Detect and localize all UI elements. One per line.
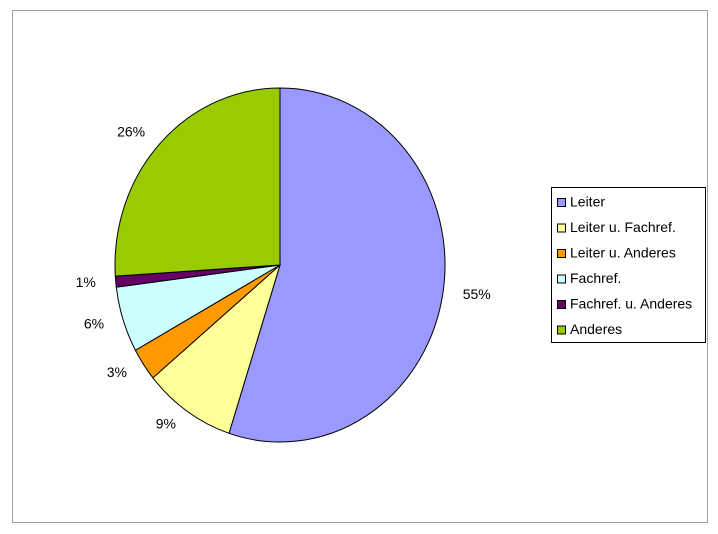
- data-label: 55%: [463, 286, 491, 302]
- legend-swatch: [557, 249, 566, 258]
- legend-label: Leiter u. Anderes: [570, 245, 676, 261]
- legend-swatch: [557, 300, 566, 309]
- legend-label: Fachref.: [570, 270, 621, 286]
- legend-swatch: [557, 325, 566, 335]
- pie-slice: [228, 87, 446, 443]
- pie-slice: [152, 263, 281, 434]
- legend-label: Anderes: [570, 321, 622, 337]
- data-label: 1%: [76, 274, 96, 290]
- legend-box: [551, 187, 706, 343]
- legend-swatch: [557, 223, 566, 233]
- pie-slice: [114, 87, 281, 277]
- legend-swatch: [557, 274, 566, 284]
- legend-label: Leiter: [570, 194, 605, 210]
- data-label: 26%: [117, 124, 145, 140]
- legend-label: Leiter u. Fachref.: [570, 219, 676, 235]
- data-label: 3%: [107, 364, 127, 380]
- legend-label: Fachref. u. Anderes: [570, 296, 692, 312]
- data-label: 6%: [84, 315, 104, 331]
- legend-swatch: [557, 198, 566, 207]
- data-label: 9%: [156, 415, 176, 431]
